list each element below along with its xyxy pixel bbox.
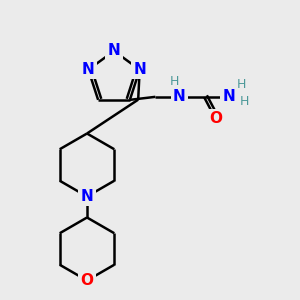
- Text: H: H: [239, 95, 249, 108]
- Text: N: N: [222, 89, 235, 104]
- Text: H: H: [236, 78, 246, 91]
- Text: N: N: [82, 62, 95, 77]
- Text: N: N: [81, 189, 93, 204]
- Text: O: O: [209, 111, 222, 126]
- Text: N: N: [133, 62, 146, 77]
- Text: N: N: [108, 44, 120, 59]
- Text: O: O: [80, 273, 94, 288]
- Text: N: N: [173, 89, 186, 104]
- Text: H: H: [170, 75, 180, 88]
